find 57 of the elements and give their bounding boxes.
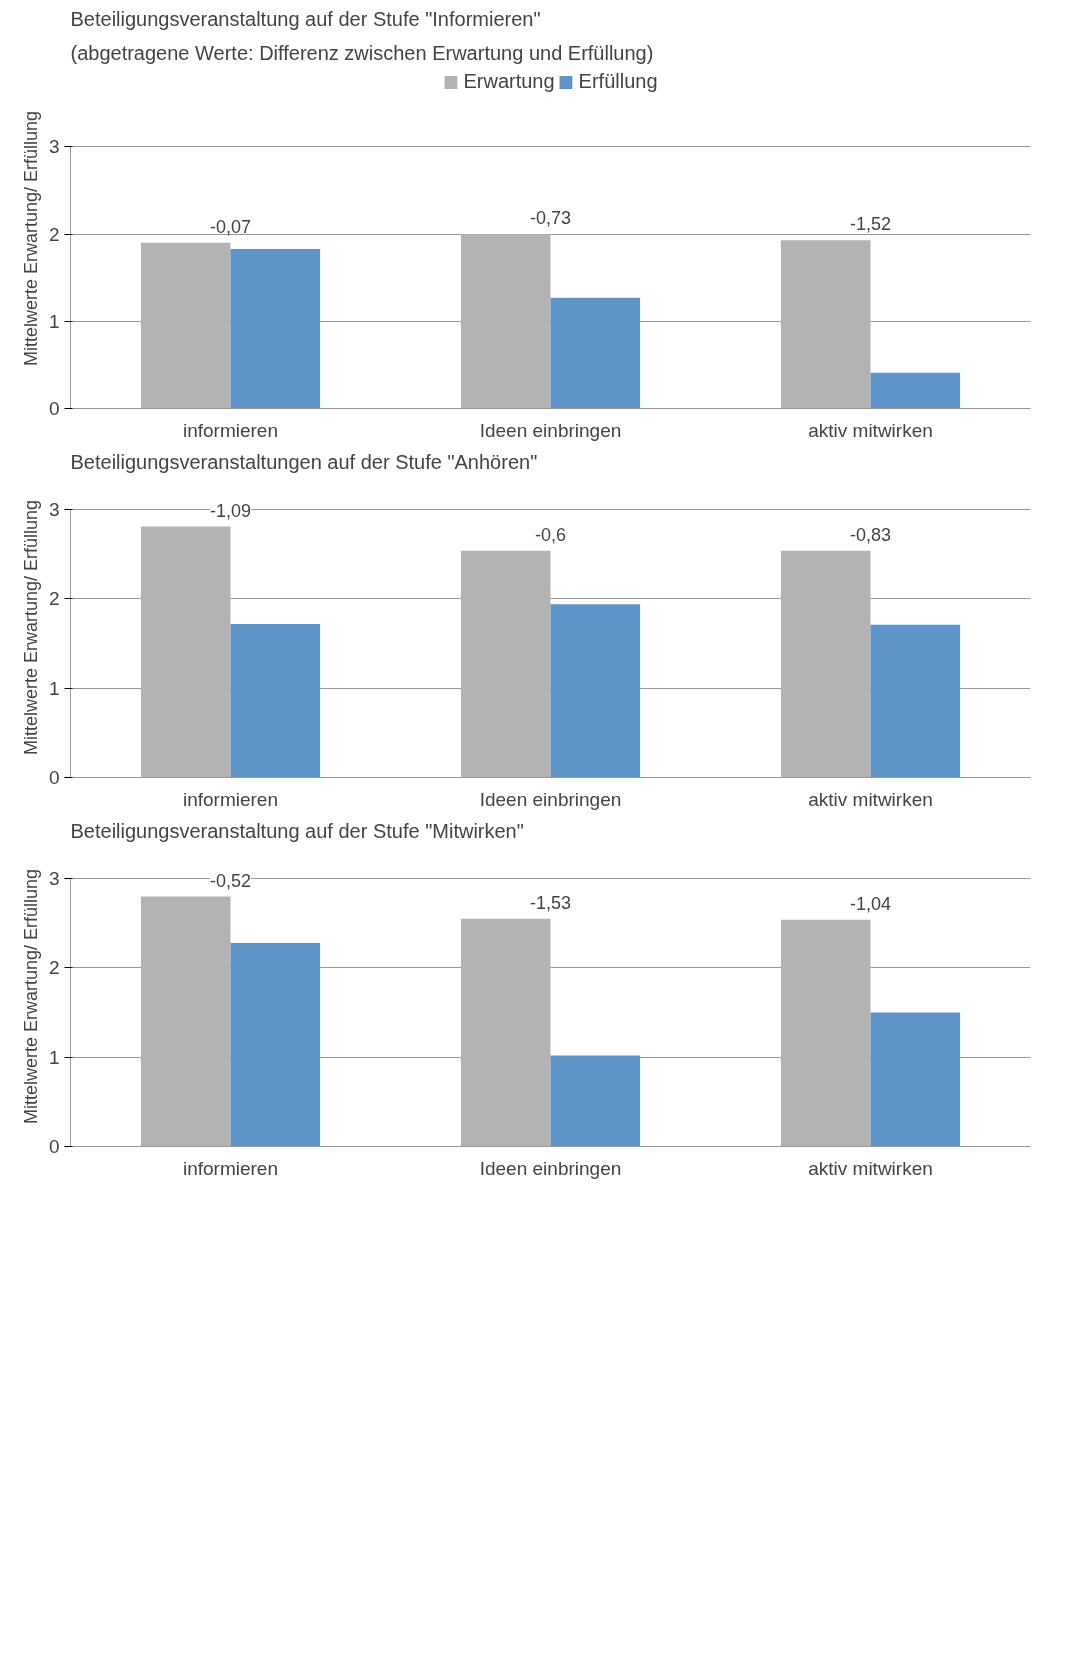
y-axis-title: Mittelwerte Erwartung/ Erfüllung xyxy=(20,868,41,1125)
y-tick-label: 0 xyxy=(48,767,60,788)
y-tick-label: 3 xyxy=(48,499,60,521)
y-tick-label: 1 xyxy=(48,310,60,332)
bar xyxy=(780,240,871,409)
y-tick-label: 2 xyxy=(48,588,60,610)
bar xyxy=(140,896,231,1147)
chart-subtitle: (abgetragene Werte: Differenz zwischen Erwartung und Erfüllung) xyxy=(70,41,654,64)
x-tick-label: aktiv mitwirken xyxy=(808,1157,933,1179)
x-tick-label: aktiv mitwirken xyxy=(808,788,933,810)
bar xyxy=(550,604,641,778)
annotation: -1,09 xyxy=(209,500,252,521)
bar xyxy=(140,242,231,409)
bar xyxy=(460,234,551,409)
annotation: -0,83 xyxy=(849,524,892,545)
annotation: -0,52 xyxy=(209,870,252,891)
bar xyxy=(870,372,961,409)
legend-label: Erfüllung xyxy=(578,70,658,93)
chart-title: Beteiligungsveranstaltungen auf der Stufe "Anhören" xyxy=(70,450,538,473)
y-axis-title: Mittelwerte Erwartung/ Erfüllung xyxy=(20,110,41,367)
bar xyxy=(230,942,321,1147)
annotation: -0,07 xyxy=(209,216,252,237)
chart-title: Beteiligungsveranstaltung auf der Stufe "Informieren" xyxy=(70,7,541,30)
bar xyxy=(870,1012,961,1147)
x-tick-label: Ideen einbringen xyxy=(479,788,622,810)
y-axis-title: Mittelwerte Erwartung/ Erfüllung xyxy=(20,499,41,756)
x-tick-label: informieren xyxy=(182,1157,279,1179)
y-tick-label: 0 xyxy=(48,1136,60,1157)
annotation: -0,73 xyxy=(529,208,572,229)
x-tick-label: informieren xyxy=(182,788,279,810)
bar xyxy=(550,1055,641,1147)
bar xyxy=(460,918,551,1147)
legend-label: Erwartung xyxy=(463,70,555,93)
chart-title: Beteiligungsveranstaltung auf der Stufe "Mitwirken" xyxy=(70,819,524,842)
bar xyxy=(870,624,961,778)
bar xyxy=(230,248,321,409)
x-tick-label: informieren xyxy=(182,419,279,441)
bar xyxy=(780,919,871,1147)
y-tick-label: 1 xyxy=(48,1046,60,1068)
bar xyxy=(550,297,641,409)
y-tick-label: 3 xyxy=(48,868,60,890)
y-tick-label: 1 xyxy=(48,677,60,699)
y-tick-label: 2 xyxy=(48,223,60,245)
bar xyxy=(460,550,551,778)
y-tick-label: 2 xyxy=(48,957,60,979)
x-tick-label: aktiv mitwirken xyxy=(808,419,933,441)
annotation: -1,53 xyxy=(529,892,572,913)
x-tick-label: Ideen einbringen xyxy=(479,419,622,441)
y-tick-label: 3 xyxy=(48,136,60,158)
bar xyxy=(140,526,231,778)
annotation: -1,52 xyxy=(849,214,892,235)
annotation: -0,6 xyxy=(534,524,567,545)
annotation: -1,04 xyxy=(849,893,892,914)
bar xyxy=(780,550,871,778)
y-tick-label: 0 xyxy=(48,398,60,419)
bar xyxy=(230,623,321,778)
x-tick-label: Ideen einbringen xyxy=(479,1157,622,1179)
